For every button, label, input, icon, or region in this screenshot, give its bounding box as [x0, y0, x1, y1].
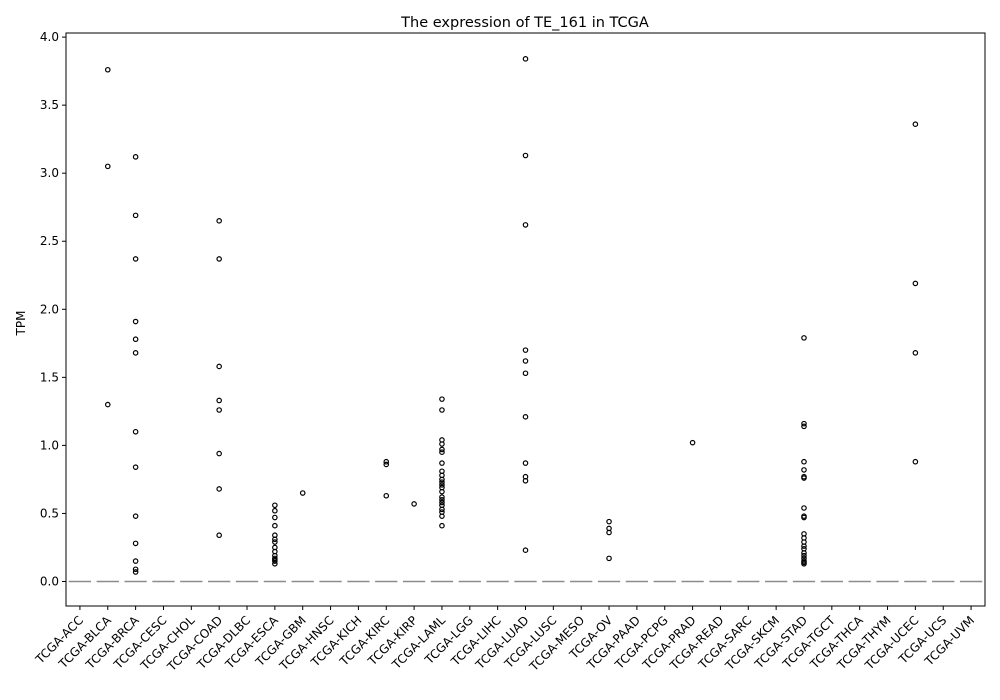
- outlier-point: [132, 566, 139, 573]
- outlier-point: [801, 420, 807, 427]
- outlier-point: [132, 569, 139, 575]
- outlier-point: [132, 464, 139, 470]
- outlier-point: [439, 441, 445, 447]
- outlier-point: [216, 532, 222, 539]
- outlier-point: [439, 446, 445, 453]
- outlier-point: [216, 397, 222, 404]
- outlier-point: [132, 336, 139, 343]
- y-tick-label: 3.0: [40, 166, 59, 180]
- outlier-point: [801, 543, 807, 549]
- outlier-point: [522, 414, 529, 420]
- outlier-point: [132, 212, 139, 219]
- outlier-point: [439, 407, 445, 413]
- outlier-point: [801, 561, 807, 567]
- outlier-point: [801, 467, 807, 473]
- outlier-point: [439, 482, 445, 488]
- outlier-point: [132, 350, 139, 356]
- outlier-point: [216, 450, 222, 457]
- outlier-point: [439, 506, 445, 513]
- outlier-point: [132, 540, 139, 547]
- outlier-point: [439, 476, 445, 483]
- plot-area: 0.00.51.01.52.02.53.03.54.0TCGA-ACCTCGA-…: [32, 30, 983, 674]
- outlier-point: [439, 494, 445, 500]
- outlier-point: [522, 222, 529, 228]
- outlier-point: [272, 539, 278, 545]
- outlier-point: [522, 460, 529, 466]
- outlier-point: [383, 492, 390, 499]
- outlier-point: [132, 558, 139, 564]
- outlier-point: [522, 477, 529, 484]
- outlier-point: [383, 458, 390, 465]
- outlier-point: [132, 256, 139, 262]
- outlier-point: [801, 475, 807, 481]
- outlier-point: [104, 163, 111, 170]
- outlier-point: [801, 514, 807, 521]
- y-tick-label: 3.5: [40, 98, 59, 112]
- outlier-point: [383, 461, 390, 468]
- y-tick-label: 0.5: [40, 506, 59, 520]
- outlier-point: [522, 547, 529, 553]
- outlier-point: [216, 218, 222, 224]
- outlier-point: [801, 458, 807, 465]
- y-tick-label: 2.5: [40, 234, 59, 248]
- y-tick-label: 4.0: [40, 30, 59, 44]
- outlier-point: [272, 522, 278, 529]
- outlier-point: [272, 558, 278, 564]
- y-tick-label: 1.5: [40, 370, 59, 384]
- outlier-point: [606, 555, 612, 562]
- outlier-point: [522, 370, 529, 377]
- outlier-point: [912, 280, 919, 287]
- plot-frame: [65, 32, 986, 607]
- outlier-point: [216, 256, 222, 262]
- outlier-point: [104, 66, 111, 73]
- outlier-point: [272, 502, 278, 509]
- y-tick-label: 0.0: [40, 575, 59, 589]
- outlier-point: [912, 458, 919, 465]
- y-axis-label: TPM: [14, 311, 28, 337]
- outlier-point: [439, 460, 445, 466]
- outlier-point: [272, 514, 278, 521]
- outlier-point: [272, 536, 278, 543]
- outlier-point: [801, 505, 807, 511]
- outlier-point: [299, 490, 306, 496]
- outlier-point: [522, 347, 529, 353]
- outlier-point: [801, 552, 807, 559]
- outlier-point: [606, 529, 612, 536]
- outlier-point: [801, 423, 807, 430]
- outlier-point: [439, 449, 445, 456]
- outlier-point: [104, 401, 111, 408]
- outlier-point: [522, 358, 529, 364]
- outlier-point: [411, 501, 417, 507]
- outlier-point: [522, 56, 529, 62]
- outlier-point: [801, 335, 807, 341]
- outlier-point: [689, 439, 696, 446]
- y-tick-label: 2.0: [40, 302, 59, 316]
- y-tick-label: 1.0: [40, 438, 59, 452]
- outlier-point: [439, 396, 445, 402]
- outlier-point: [522, 152, 529, 159]
- outlier-point: [439, 497, 445, 503]
- outlier-point: [439, 488, 445, 495]
- outlier-point: [132, 318, 139, 325]
- outlier-point: [439, 479, 445, 485]
- outlier-point: [912, 121, 919, 127]
- outlier-point: [439, 499, 445, 506]
- outlier-point: [272, 561, 278, 567]
- outlier-point: [216, 407, 222, 413]
- outlier-point: [216, 486, 222, 492]
- outlier-point: [132, 154, 139, 160]
- outlier-point: [132, 513, 139, 519]
- outlier-point: [801, 550, 807, 556]
- outlier-point: [272, 507, 278, 514]
- outlier-point: [606, 518, 612, 525]
- outlier-point: [912, 350, 919, 356]
- outlier-point: [439, 522, 445, 529]
- chart-title: The expression of TE_161 in TCGA: [400, 15, 649, 31]
- outlier-point: [439, 513, 445, 519]
- outlier-point: [216, 363, 222, 370]
- outlier-point: [132, 428, 139, 435]
